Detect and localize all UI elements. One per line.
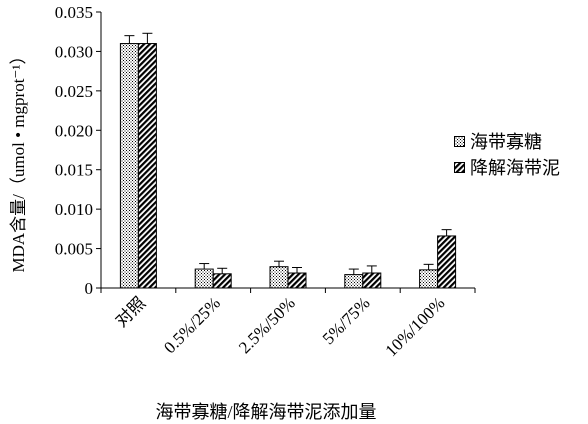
y-tick-label: 0.010 — [55, 200, 93, 219]
bar-degraded-kelp-2 — [287, 272, 307, 289]
legend-label-2: 降解海带泥 — [470, 158, 560, 178]
x-tick-label: 5%/75% — [319, 293, 374, 348]
y-tick-label: 0.025 — [55, 82, 93, 101]
bar-oligosaccharide-2 — [269, 266, 289, 289]
legend-label-1: 海带寡糖 — [470, 132, 542, 152]
y-tick-label: 0.015 — [55, 161, 93, 180]
bars — [119, 43, 457, 289]
bar-degraded-kelp-1 — [212, 273, 232, 289]
y-tick-label: 0.020 — [55, 121, 93, 140]
bar-oligosaccharide-0 — [119, 43, 139, 289]
y-tick-label: 0.005 — [55, 240, 93, 259]
bar-degraded-kelp-3 — [362, 272, 382, 289]
x-tick-labels: 对照 0.5%/25% 2.5%/50% 5%/75% 10%/100% — [112, 293, 449, 360]
x-tick-label: 对照 — [112, 293, 149, 330]
x-tick-label: 0.5%/25% — [160, 293, 224, 357]
y-tick-label: 0.035 — [55, 3, 93, 22]
x-axis-title-wrap: 海带寡糖/降解海带泥添加量 — [0, 398, 588, 424]
legend-swatch-hatch — [454, 161, 465, 173]
bar-degraded-kelp-4 — [437, 235, 457, 289]
bar-oligosaccharide-1 — [194, 268, 214, 289]
legend: 海带寡糖 降解海带泥 — [454, 128, 560, 180]
y-axis-title: MDA含量/（umol • mgprot⁻¹） — [9, 48, 28, 273]
error-bars — [124, 32, 452, 275]
y-tick-labels: 0 0.005 0.010 0.015 0.020 0.025 0.030 0.035 — [55, 3, 93, 298]
bar-oligosaccharide-4 — [419, 269, 439, 289]
x-tick-label: 10%/100% — [382, 293, 449, 360]
y-tick-label: 0 — [85, 279, 94, 298]
y-tick-label: 0.030 — [55, 42, 93, 61]
bar-oligosaccharide-3 — [344, 274, 364, 289]
x-tick-label: 2.5%/50% — [235, 293, 299, 357]
legend-swatch-dots — [454, 135, 465, 147]
bar-degraded-kelp-0 — [137, 43, 157, 289]
legend-item-1: 海带寡糖 — [454, 128, 560, 154]
axes — [96, 11, 476, 293]
legend-item-2: 降解海带泥 — [454, 154, 560, 180]
x-axis-title: 海带寡糖/降解海带泥添加量 — [155, 402, 377, 422]
